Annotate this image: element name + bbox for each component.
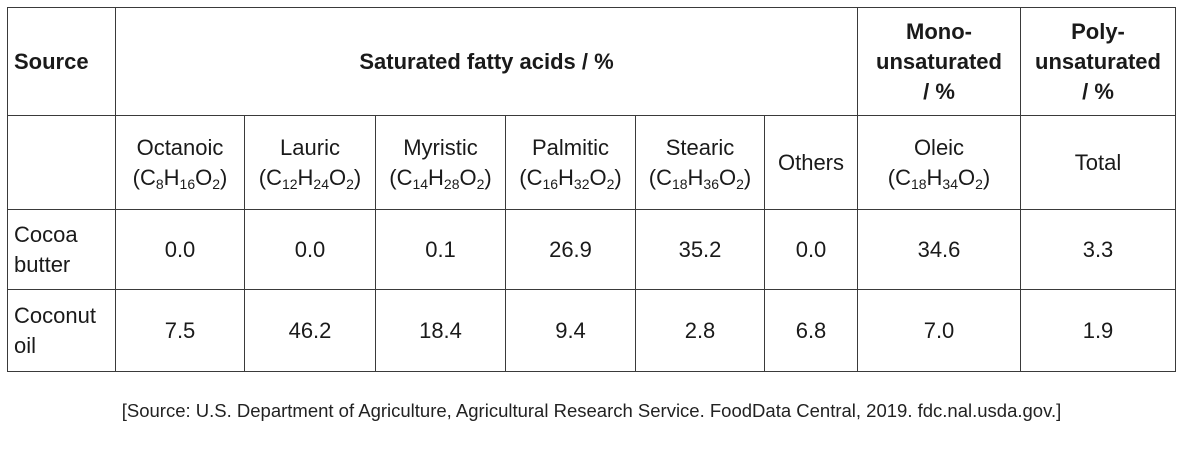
source-note: [Source: U.S. Department of Agriculture,… — [121, 400, 1062, 421]
row-source: Coconut oil — [7, 289, 116, 372]
column-name: Others — [777, 149, 845, 175]
column-header-octanoic: Octanoic (C8H16O2) — [115, 115, 245, 210]
table-row: Cocoa butter 0.0 0.0 0.1 26.9 35.2 0.0 34.6 3.3 — [7, 209, 1176, 290]
column-name: Total — [1074, 149, 1122, 175]
column-name: Octanoic — [136, 134, 224, 160]
table-cell: 1.9 — [1020, 289, 1176, 372]
column-header-oleic: Oleic (C18H34O2) — [857, 115, 1021, 210]
column-name: Palmitic — [531, 134, 609, 160]
column-header-total: Total — [1020, 115, 1176, 210]
table-cell: 0.1 — [375, 209, 506, 290]
column-name: Myristic — [403, 134, 478, 160]
table-cell: 7.0 — [857, 289, 1021, 372]
table-cell: 3.3 — [1020, 209, 1176, 290]
chemical-formula: (C14H28O2) — [389, 164, 492, 192]
chemical-formula: (C18H34O2) — [887, 164, 991, 192]
saturated-header: Saturated fatty acids / % — [115, 7, 858, 116]
table-cell: 0.0 — [244, 209, 376, 290]
column-name: Lauric — [280, 134, 340, 160]
chemical-formula: (C18H36O2) — [648, 164, 752, 192]
column-name: Oleic — [913, 134, 965, 160]
subheader-row: Octanoic (C8H16O2) Lauric (C12H24O2) Myristi… — [7, 115, 1176, 210]
table-cell: 6.8 — [764, 289, 858, 372]
column-header-stearic: Stearic (C18H36O2) — [635, 115, 765, 210]
fatty-acid-table: Source Saturated fatty acids / % Mono-un… — [7, 7, 1176, 372]
empty-cell — [7, 115, 116, 210]
table-cell: 0.0 — [115, 209, 245, 290]
chemical-formula: (C8H16O2) — [132, 164, 228, 192]
chemical-formula: (C16H32O2) — [519, 164, 622, 192]
row-source: Cocoa butter — [7, 209, 116, 290]
monounsaturated-header: Mono-unsaturated / % — [857, 7, 1021, 116]
table-cell: 35.2 — [635, 209, 765, 290]
table-cell: 7.5 — [115, 289, 245, 372]
table-cell: 2.8 — [635, 289, 765, 372]
table-cell: 46.2 — [244, 289, 376, 372]
column-header-palmitic: Palmitic (C16H32O2) — [505, 115, 636, 210]
column-name: Stearic — [665, 134, 735, 160]
column-header-lauric: Lauric (C12H24O2) — [244, 115, 376, 210]
polyunsaturated-header: Poly-unsaturated / % — [1020, 7, 1176, 116]
source-header: Source — [7, 7, 116, 116]
table-cell: 9.4 — [505, 289, 636, 372]
chemical-formula: (C12H24O2) — [258, 164, 362, 192]
column-header-myristic: Myristic (C14H28O2) — [375, 115, 506, 210]
table-cell: 18.4 — [375, 289, 506, 372]
table-cell: 0.0 — [764, 209, 858, 290]
column-header-others: Others — [764, 115, 858, 210]
table-row: Coconut oil 7.5 46.2 18.4 9.4 2.8 6.8 7.0 1.9 — [7, 289, 1176, 372]
table-cell: 34.6 — [857, 209, 1021, 290]
table-cell: 26.9 — [505, 209, 636, 290]
header-row: Source Saturated fatty acids / % Mono-un… — [7, 7, 1176, 116]
